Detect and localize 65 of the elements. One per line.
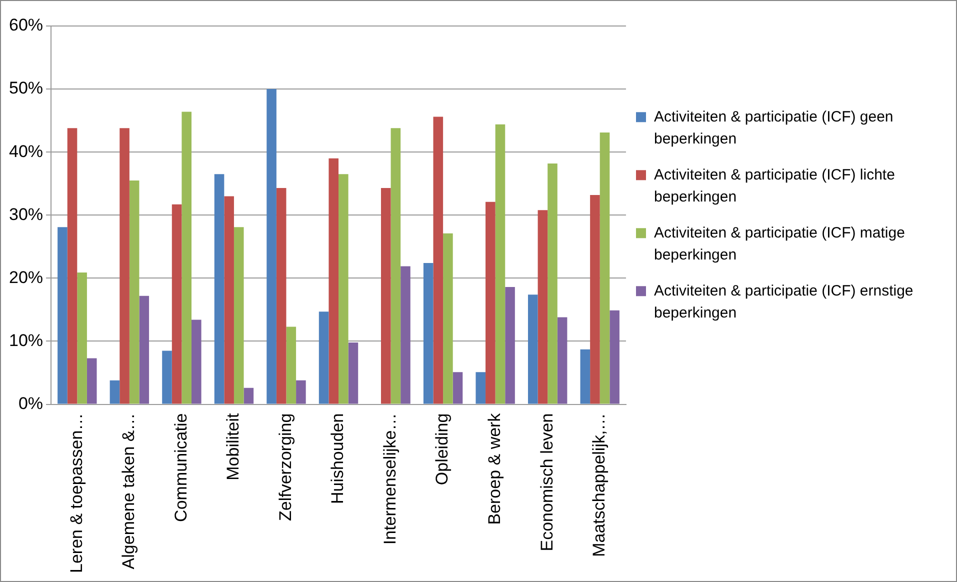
legend-label: Activiteiten & participatie (ICF) lichte beperkingen (654, 166, 895, 206)
bar (120, 128, 130, 404)
bar (110, 380, 120, 404)
bar (296, 380, 306, 404)
x-tick-label: Zelfverzorging (276, 413, 295, 522)
bar (495, 124, 506, 404)
bar (610, 310, 620, 404)
x-tick-label: Opleiding (432, 413, 452, 486)
bar (600, 132, 610, 404)
bar (423, 263, 434, 404)
bar (348, 342, 358, 404)
bar (390, 128, 401, 404)
bar (548, 163, 558, 404)
y-tick-label: 50% (8, 78, 44, 98)
bar (476, 372, 486, 404)
bar (338, 174, 348, 404)
y-tick-label: 30% (8, 204, 44, 224)
x-tick-label: Maatschappelijk,… (590, 413, 609, 557)
x-tick-label: Beroep & werk (485, 412, 504, 525)
bar (318, 312, 329, 404)
bar (224, 196, 234, 404)
y-tick-label: 20% (8, 268, 44, 287)
x-tick-label: Leren & toepassen… (66, 413, 86, 574)
x-tick-label: Huishouden (328, 413, 348, 504)
bar (400, 266, 410, 404)
y-tick-label: 10% (8, 330, 44, 350)
bar (77, 272, 87, 404)
bar (538, 210, 548, 404)
bar (452, 372, 463, 404)
x-tick-label: Algemene taken &… (119, 413, 138, 570)
bar (557, 317, 568, 404)
x-tick-label: Intermenselijke… (380, 413, 400, 545)
bar (266, 89, 276, 404)
legend-label: Activiteiten & participatie (ICF) matige beperkingen (654, 224, 905, 264)
y-tick-label: 60% (8, 16, 44, 35)
bar (214, 174, 224, 404)
x-tick-label: Communicatie (171, 413, 190, 522)
y-tick-label: 40% (8, 142, 44, 161)
bar (433, 116, 444, 404)
bar (58, 227, 68, 404)
bar (139, 296, 150, 404)
bar (590, 194, 600, 404)
bar (192, 320, 202, 404)
x-tick-label: Economisch leven (537, 413, 556, 552)
bar (486, 202, 496, 404)
bar (234, 227, 244, 404)
bar (286, 326, 296, 404)
bar (172, 204, 182, 404)
y-tick-label: 0% (18, 394, 44, 413)
bar (580, 349, 590, 404)
legend-label: Activiteiten & participatie (ICF) geen beperkingen (654, 108, 894, 148)
bar (276, 188, 286, 404)
x-tick-label: Mobiliteit (224, 413, 243, 480)
bar (505, 287, 515, 404)
bar (244, 388, 254, 404)
bar (67, 128, 78, 404)
bar (162, 350, 172, 404)
bar (182, 112, 192, 404)
bar (129, 180, 140, 404)
bar (528, 294, 538, 404)
legend-label: Activiteiten & participatie (ICF) ernstige beperkingen (654, 282, 914, 322)
bar (328, 158, 339, 404)
bar (443, 233, 453, 404)
bar (86, 358, 97, 404)
bar (380, 188, 391, 404)
